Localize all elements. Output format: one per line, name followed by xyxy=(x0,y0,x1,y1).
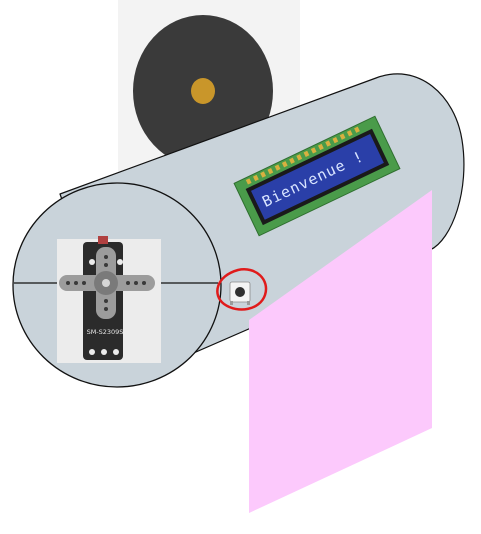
lcd-pin xyxy=(245,178,252,185)
horn-hole xyxy=(82,281,86,285)
lcd-pin xyxy=(253,174,259,182)
lcd-screen xyxy=(250,134,384,220)
lcd-pin xyxy=(339,133,346,140)
servo-screw xyxy=(102,279,110,287)
servo-model-label: SM-S2309S xyxy=(87,328,124,336)
lcd-pin xyxy=(346,130,353,137)
lcd-pin xyxy=(289,157,295,164)
lcd-pin xyxy=(318,143,324,151)
horn-hole xyxy=(134,281,138,285)
horn-hole xyxy=(104,255,108,259)
horn-hole xyxy=(66,281,70,285)
lcd-pin xyxy=(354,126,360,133)
push-button-group xyxy=(216,268,268,311)
push-button-leg xyxy=(247,301,250,305)
horn-hole xyxy=(74,281,78,285)
horn-hole xyxy=(104,299,108,303)
lcd-pin xyxy=(332,136,339,144)
horn-hole xyxy=(126,281,130,285)
flap-panel xyxy=(249,190,432,513)
horn-hole xyxy=(104,307,108,311)
lcd-pin-header xyxy=(245,126,360,185)
lcd-pin xyxy=(260,171,267,178)
lcd-pin xyxy=(296,154,303,161)
servo-motor-icon: SM-S2309S xyxy=(57,236,161,363)
servo-mount-hole xyxy=(113,349,119,355)
lcd-display-icon: Bienvenue ! xyxy=(233,115,401,237)
pink-flap xyxy=(249,190,432,513)
push-button-icon[interactable] xyxy=(229,281,251,305)
horn-hole xyxy=(104,263,108,267)
servo-mount-hole xyxy=(101,349,107,355)
speaker-center xyxy=(191,78,215,104)
push-button-leg xyxy=(230,301,233,305)
lcd-pin xyxy=(281,161,288,168)
servo-mount-hole xyxy=(117,259,123,265)
button-highlight-circle xyxy=(216,268,268,311)
servo-wire xyxy=(98,236,108,244)
servo-mount-hole xyxy=(89,259,95,265)
lcd-pin xyxy=(274,164,281,171)
lcd-pin xyxy=(303,150,310,158)
servo-mount-hole xyxy=(89,349,95,355)
horn-hole xyxy=(142,281,146,285)
servo-horn xyxy=(59,247,155,319)
push-button-cap xyxy=(235,287,245,297)
lcd-pin xyxy=(310,147,317,154)
lcd-pin xyxy=(325,140,331,147)
lcd-pin xyxy=(267,167,274,175)
